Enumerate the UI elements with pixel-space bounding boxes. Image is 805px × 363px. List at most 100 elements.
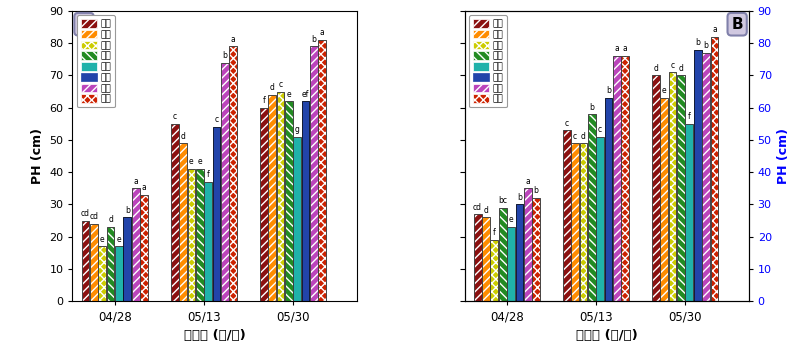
Bar [711, 37, 718, 301]
Bar [652, 76, 660, 301]
Text: A: A [78, 17, 90, 32]
Bar [499, 208, 506, 301]
Text: f: f [207, 170, 209, 179]
Text: f: f [493, 228, 496, 237]
Bar [140, 195, 148, 301]
Text: d: d [180, 132, 185, 140]
Bar [473, 214, 481, 301]
Text: a: a [623, 45, 628, 53]
Bar [532, 198, 540, 301]
Bar [507, 227, 515, 301]
Text: d: d [679, 64, 683, 73]
Text: e: e [509, 216, 514, 224]
Bar [685, 124, 693, 301]
Bar [132, 188, 139, 301]
Bar [702, 53, 710, 301]
Text: e: e [287, 90, 291, 99]
Bar [107, 227, 114, 301]
Bar [605, 98, 613, 301]
Bar [310, 46, 318, 301]
Bar [302, 101, 309, 301]
Text: B: B [732, 17, 743, 32]
Bar [482, 217, 490, 301]
Bar [580, 143, 588, 301]
Bar [660, 98, 668, 301]
Text: g: g [295, 125, 299, 134]
Bar [580, 143, 588, 301]
Text: cd: cd [89, 212, 98, 221]
Bar [694, 50, 702, 301]
Bar [123, 217, 131, 301]
Bar [588, 114, 596, 301]
Text: d: d [108, 216, 113, 224]
Bar [90, 224, 97, 301]
Text: e: e [117, 235, 122, 244]
Bar [660, 98, 668, 301]
Text: b: b [704, 41, 708, 50]
Text: d: d [484, 206, 489, 215]
Bar [685, 124, 693, 301]
Bar [490, 240, 498, 301]
Bar [260, 108, 268, 301]
Bar [285, 101, 293, 301]
Text: cd: cd [473, 203, 482, 212]
Bar [302, 101, 309, 301]
Bar [213, 127, 221, 301]
Text: c: c [564, 119, 569, 128]
Y-axis label: PH (cm): PH (cm) [31, 128, 43, 184]
Text: b: b [222, 51, 227, 60]
Text: b: b [696, 38, 700, 47]
Bar [204, 182, 212, 301]
Bar [694, 50, 702, 301]
Bar [702, 53, 710, 301]
Text: c: c [279, 80, 283, 89]
Bar [711, 37, 718, 301]
Bar [563, 130, 571, 301]
Bar [188, 169, 196, 301]
X-axis label: 조사일 (월/일): 조사일 (월/일) [184, 329, 246, 342]
Text: e: e [197, 158, 202, 166]
Bar [277, 91, 284, 301]
Text: a: a [712, 25, 716, 34]
Bar [81, 221, 89, 301]
Text: cd: cd [81, 209, 90, 218]
Text: b: b [606, 86, 611, 95]
Bar [597, 137, 604, 301]
Text: b: b [534, 187, 539, 195]
Bar [605, 98, 613, 301]
Bar [572, 143, 579, 301]
Text: ef: ef [302, 90, 309, 99]
Bar [652, 76, 660, 301]
Bar [319, 40, 326, 301]
Legend: 금강, 백중, 수강, 연백, 우리, 적중, 조경, 한백: 금강, 백중, 수강, 연백, 우리, 적중, 조경, 한백 [469, 15, 507, 107]
Bar [524, 188, 531, 301]
Text: a: a [526, 177, 530, 186]
Bar [268, 95, 276, 301]
Bar [277, 91, 284, 301]
Bar [677, 76, 685, 301]
Text: d: d [270, 83, 275, 92]
Bar [221, 62, 229, 301]
Text: c: c [172, 112, 177, 121]
Bar [115, 246, 123, 301]
Bar [524, 188, 531, 301]
Text: c: c [671, 61, 675, 70]
Bar [613, 56, 621, 301]
Text: b: b [517, 193, 522, 202]
Bar [613, 56, 621, 301]
Text: b: b [125, 206, 130, 215]
Text: e: e [100, 235, 105, 244]
Bar [597, 137, 604, 301]
Bar [319, 40, 326, 301]
Bar [621, 56, 630, 301]
Bar [588, 114, 596, 301]
Bar [669, 72, 676, 301]
Bar [621, 56, 630, 301]
Text: a: a [134, 177, 138, 186]
Bar [107, 227, 114, 301]
Bar [180, 143, 187, 301]
Bar [115, 246, 123, 301]
Text: a: a [614, 45, 619, 53]
Bar [260, 108, 268, 301]
Text: a: a [320, 28, 324, 37]
